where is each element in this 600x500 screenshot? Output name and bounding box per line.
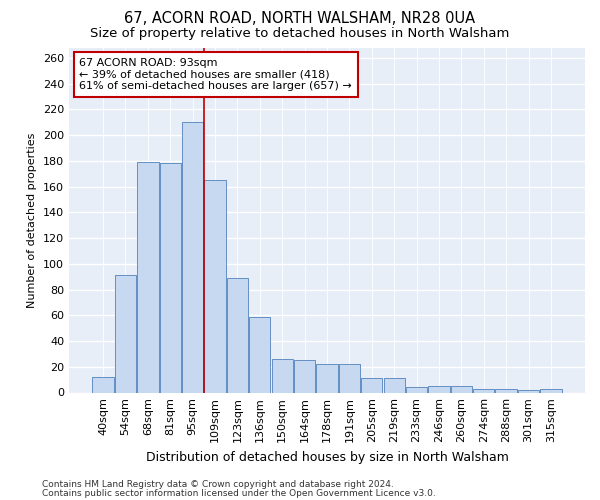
X-axis label: Distribution of detached houses by size in North Walsham: Distribution of detached houses by size … — [146, 451, 508, 464]
Text: Size of property relative to detached houses in North Walsham: Size of property relative to detached ho… — [91, 28, 509, 40]
Bar — [115, 276, 136, 392]
Bar — [205, 180, 226, 392]
Bar — [272, 359, 293, 392]
Bar — [473, 388, 494, 392]
Bar — [182, 122, 203, 392]
Bar — [227, 278, 248, 392]
Bar — [428, 386, 449, 392]
Bar — [361, 378, 382, 392]
Bar — [316, 364, 338, 392]
Text: 67, ACORN ROAD, NORTH WALSHAM, NR28 0UA: 67, ACORN ROAD, NORTH WALSHAM, NR28 0UA — [124, 11, 476, 26]
Y-axis label: Number of detached properties: Number of detached properties — [28, 132, 37, 308]
Bar — [540, 388, 562, 392]
Bar — [137, 162, 158, 392]
Bar — [383, 378, 405, 392]
Bar — [451, 386, 472, 392]
Text: 67 ACORN ROAD: 93sqm
← 39% of detached houses are smaller (418)
61% of semi-deta: 67 ACORN ROAD: 93sqm ← 39% of detached h… — [79, 58, 352, 91]
Bar — [160, 164, 181, 392]
Bar — [339, 364, 360, 392]
Bar — [92, 377, 114, 392]
Bar — [518, 390, 539, 392]
Bar — [406, 388, 427, 392]
Text: Contains HM Land Registry data © Crown copyright and database right 2024.: Contains HM Land Registry data © Crown c… — [42, 480, 394, 489]
Bar — [294, 360, 315, 392]
Bar — [249, 316, 271, 392]
Bar — [496, 388, 517, 392]
Text: Contains public sector information licensed under the Open Government Licence v3: Contains public sector information licen… — [42, 489, 436, 498]
